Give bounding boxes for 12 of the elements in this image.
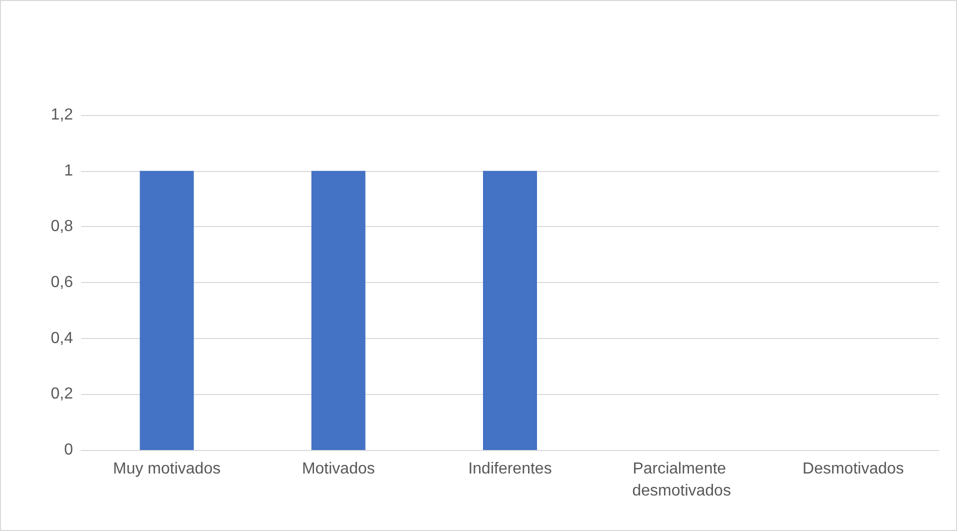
y-tick-label: 0,6: [50, 274, 74, 291]
y-tick-label: 0,8: [50, 218, 74, 236]
y-tick-label: 0,4: [50, 330, 74, 347]
x-tick-label: Parcialmente desmotivados: [632, 460, 731, 500]
y-tick-label: 1: [64, 162, 74, 180]
y-tick-label: 0: [64, 442, 74, 458]
x-tick-label: Motivados: [302, 460, 375, 478]
x-tick-label: Desmotivados: [802, 460, 904, 478]
x-tick-label: Muy motivados: [113, 460, 221, 478]
x-tick-label: Indiferentes: [468, 460, 552, 478]
y-tick-label: 1,2: [50, 106, 74, 124]
y-tick-label: 0,2: [50, 386, 74, 403]
